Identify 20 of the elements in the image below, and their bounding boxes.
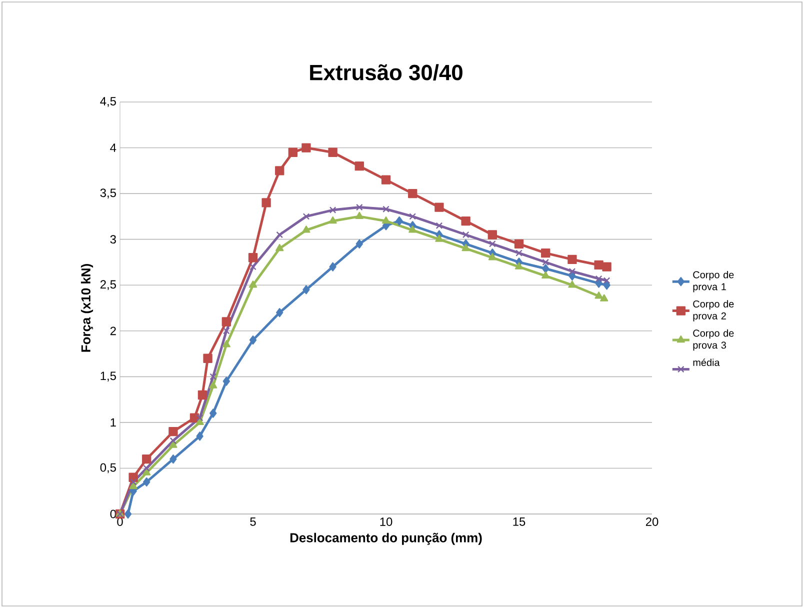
legend-label: Corpo de prova 1 <box>693 270 734 292</box>
y-tick-label: 1,5 <box>100 372 116 382</box>
x-tick-label: 10 <box>380 518 392 526</box>
chart-title: Extrusão 30/40 <box>310 64 462 80</box>
legend-label: média <box>693 358 720 366</box>
y-tick-label: 0,5 <box>100 463 116 474</box>
y-tick-label: 3,5 <box>100 188 116 198</box>
y-tick-label: 3 <box>110 235 116 244</box>
y-tick-label: 1 <box>110 418 116 427</box>
legend-label: Corpo de prova 3 <box>693 329 734 351</box>
x-tick-label: 5 <box>250 518 256 526</box>
y-tick-label: 2,5 <box>100 280 116 290</box>
x-axis-title: Deslocamento do punção (mm) <box>290 532 482 545</box>
x-tick-label: 15 <box>513 518 526 526</box>
legend-label: Corpo de prova 2 <box>693 300 734 322</box>
y-tick-label: 4 <box>110 144 116 152</box>
y-tick-label: 2 <box>110 326 116 336</box>
y-tick-label: 4,5 <box>100 97 116 107</box>
x-tick-label: 20 <box>646 518 658 526</box>
y-axis-title: Força (x10 kN) <box>80 264 94 352</box>
